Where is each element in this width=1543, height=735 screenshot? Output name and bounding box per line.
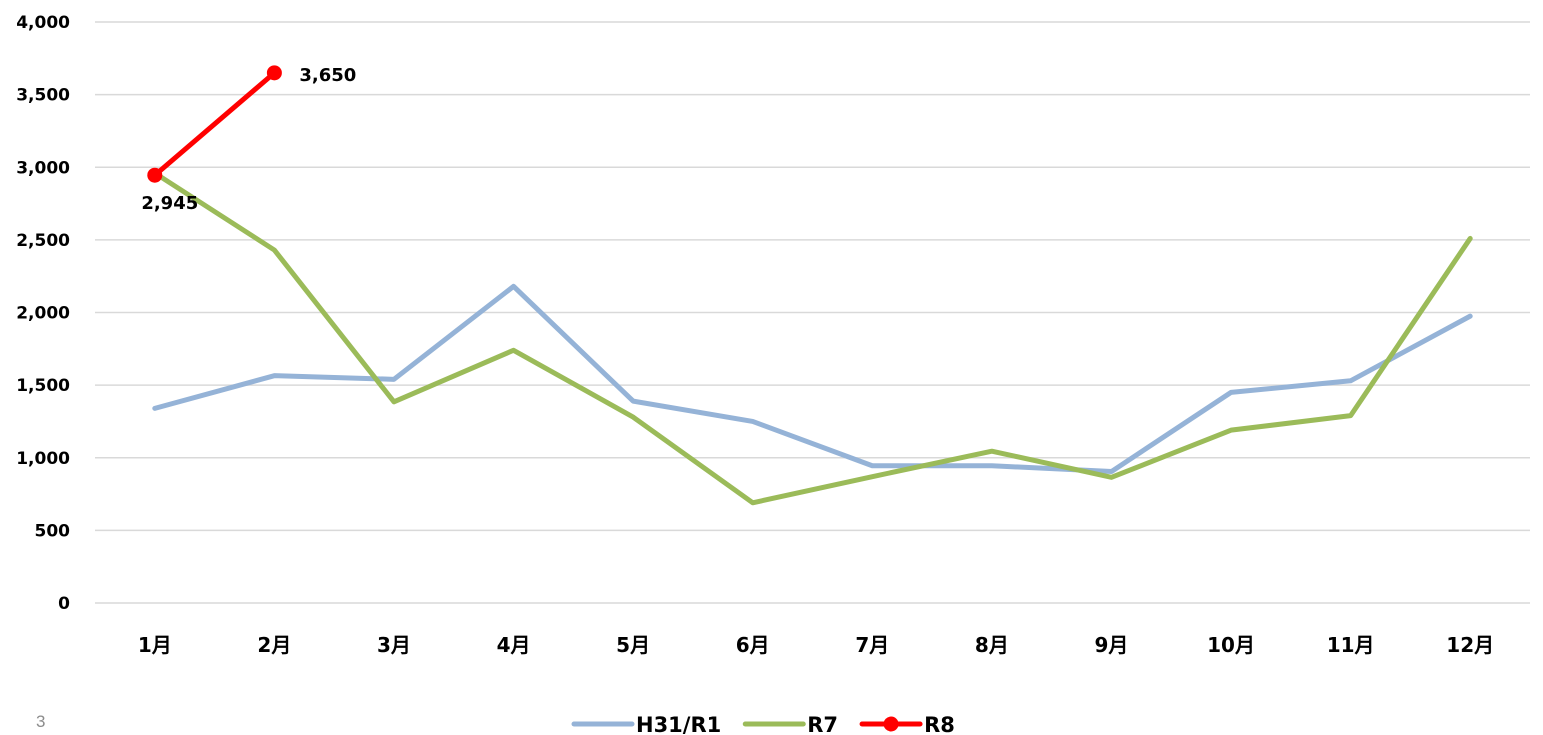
y-tick-label: 0 [58, 594, 70, 614]
x-tick-label: 12月 [1446, 633, 1494, 657]
legend-marker [883, 716, 899, 732]
x-tick-label: 4月 [497, 633, 531, 657]
legend: H31/R1 R7 R8 [571, 713, 955, 735]
y-tick-label: 2,000 [16, 304, 70, 324]
x-tick-label: 5月 [616, 633, 650, 657]
data-label: 3,650 [299, 65, 356, 86]
data-labels: 2,945 3,650 [141, 65, 356, 214]
series-line-2 [152, 170, 1473, 506]
legend-label-2: R7 [807, 713, 838, 735]
series-line-3 [152, 70, 277, 178]
y-tick-label: 4,000 [16, 13, 70, 33]
data-label: 2,945 [141, 193, 198, 214]
x-tick-label: 6月 [736, 633, 770, 657]
series-lines [147, 65, 1473, 506]
y-tick-label: 500 [35, 521, 71, 541]
y-tick-label: 2,500 [16, 231, 70, 251]
x-tick-label: 10月 [1207, 633, 1255, 657]
x-tick-label: 3月 [377, 633, 411, 657]
x-tick-label: 2月 [257, 633, 291, 657]
x-tick-label: 11月 [1327, 633, 1375, 657]
y-tick-label: 3,000 [16, 158, 70, 178]
legend-label-1: H31/R1 [636, 713, 721, 735]
y-tick-label: 1,500 [16, 376, 70, 396]
x-tick-label: 8月 [975, 633, 1009, 657]
legend-label-3: R8 [924, 713, 955, 735]
x-tick-label: 9月 [1094, 633, 1128, 657]
y-tick-label: 1,000 [16, 449, 70, 469]
x-tick-label: 1月 [138, 633, 172, 657]
series-line-1 [152, 283, 1473, 475]
x-tick-label: 7月 [855, 633, 889, 657]
data-point [147, 167, 163, 183]
y-tick-label: 3,500 [16, 86, 70, 106]
data-point [266, 65, 282, 81]
gridlines [95, 21, 1530, 604]
page-number: 3 [36, 712, 46, 731]
y-axis-labels: 0 500 1,000 1,500 2,000 2,500 3,000 3,500 4,000 [16, 13, 70, 614]
x-axis-labels: 1月 2月 3月 4月 5月 6月 7月 8月 9月 10月 11月 12月 [138, 633, 1494, 657]
